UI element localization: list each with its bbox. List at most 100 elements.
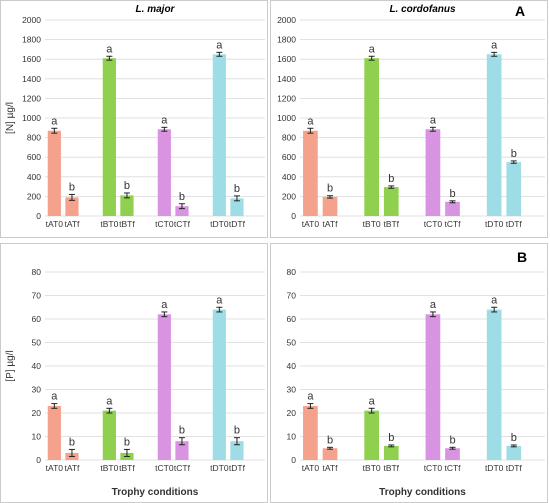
- bar-tAT0: [47, 130, 61, 216]
- significance-letter: b: [449, 434, 455, 446]
- y-tick-label: 1400: [22, 74, 41, 84]
- y-tick-label: 800: [27, 133, 41, 143]
- x-axis-label: Trophy conditions: [112, 487, 199, 498]
- y-tick-label: 1800: [277, 35, 296, 45]
- x-tick-label: tAT0: [302, 219, 320, 229]
- x-tick-label: tATf: [323, 463, 339, 473]
- y-tick-label: 20: [32, 408, 42, 418]
- bar-tCT0: [157, 314, 171, 460]
- x-tick-label: tATf: [64, 463, 80, 473]
- y-tick-label: 1400: [277, 74, 296, 84]
- bar-tBT0: [364, 410, 380, 460]
- bar-tDTf: [506, 162, 522, 216]
- y-tick-label: 30: [32, 385, 42, 395]
- x-tick-label: tATf: [323, 219, 339, 229]
- x-tick-label: tDTf: [506, 219, 523, 229]
- significance-letter: a: [51, 391, 58, 403]
- y-tick-label: 40: [287, 361, 297, 371]
- significance-letter: a: [369, 43, 376, 55]
- panel-frame: [270, 0, 548, 238]
- significance-letter: a: [369, 395, 376, 407]
- significance-letter: b: [327, 183, 333, 195]
- significance-letter: b: [69, 436, 75, 448]
- y-tick-label: 70: [32, 291, 42, 301]
- bar-tATf: [322, 448, 338, 460]
- significance-letter: b: [179, 191, 185, 203]
- x-tick-label: tBTf: [119, 463, 135, 473]
- y-tick-label: 1200: [277, 93, 296, 103]
- significance-letter: b: [69, 181, 75, 193]
- y-tick-label: 400: [27, 172, 41, 182]
- y-tick-label: 80: [287, 267, 297, 277]
- bar-tBTf: [383, 445, 399, 460]
- x-tick-label: tDT0: [485, 463, 504, 473]
- y-tick-label: 0: [36, 211, 41, 221]
- x-tick-label: tCTf: [174, 219, 191, 229]
- y-tick-label: 600: [282, 152, 296, 162]
- bar-tBT0: [364, 58, 380, 216]
- x-tick-label: tDTf: [506, 463, 523, 473]
- bar-tDTf: [506, 445, 522, 460]
- significance-letter: a: [307, 115, 314, 127]
- y-tick-label: 70: [287, 291, 297, 301]
- bar-tCT0: [425, 314, 441, 460]
- significance-letter: b: [124, 436, 130, 448]
- y-tick-label: 0: [291, 455, 296, 465]
- y-tick-label: 10: [32, 432, 42, 442]
- y-tick-label: 1600: [277, 54, 296, 64]
- x-tick-label: tBT0: [100, 219, 118, 229]
- x-tick-label: tCTf: [174, 463, 191, 473]
- x-tick-label: tBTf: [383, 463, 399, 473]
- significance-letter: b: [234, 425, 240, 437]
- significance-letter: b: [388, 432, 394, 444]
- bar-tBT0: [102, 410, 116, 460]
- y-tick-label: 2000: [22, 15, 41, 25]
- y-tick-label: 1200: [22, 93, 41, 103]
- chart-panel-2: 0 200 400 600 800 1000 1200 1400 1600 1800 2000 L. …: [270, 0, 548, 238]
- y-tick-label: 1800: [22, 35, 41, 45]
- chart-title: L. cordofanus: [389, 4, 456, 15]
- y-tick-label: 1000: [277, 113, 296, 123]
- x-tick-label: tATf: [64, 219, 80, 229]
- chart-panel-3: 0 10 20 30 40 50 60 70 80 [P] µg/l Trophy conditio…: [0, 243, 268, 503]
- significance-letter: a: [106, 43, 113, 55]
- x-axis-label: Trophy conditions: [379, 487, 466, 498]
- y-tick-label: 60: [32, 314, 42, 324]
- y-tick-label: 0: [291, 211, 296, 221]
- x-tick-label: tCT0: [155, 463, 174, 473]
- significance-letter: a: [307, 391, 314, 403]
- panel-frame: [0, 0, 268, 238]
- significance-letter: a: [430, 299, 437, 311]
- y-tick-label: 2000: [277, 15, 296, 25]
- significance-letter: b: [511, 432, 517, 444]
- x-tick-label: tCTf: [444, 463, 461, 473]
- x-tick-label: tAT0: [46, 219, 64, 229]
- y-tick-label: 600: [27, 152, 41, 162]
- significance-letter: a: [161, 299, 168, 311]
- significance-letter: a: [491, 39, 498, 51]
- bar-tCTf: [175, 206, 189, 216]
- significance-letter: a: [216, 39, 223, 51]
- significance-letter: b: [449, 188, 455, 200]
- y-tick-label: 10: [287, 432, 297, 442]
- x-tick-label: tCT0: [424, 463, 443, 473]
- bar-tCT0: [425, 129, 441, 216]
- x-tick-label: tBT0: [100, 463, 118, 473]
- bar-tCT0: [157, 129, 171, 216]
- x-tick-label: tDT0: [210, 219, 229, 229]
- chart-panel-4: 0 10 20 30 40 50 60 70 80 Trophy conditions a tAT0 b…: [270, 243, 548, 503]
- significance-letter: a: [491, 294, 498, 306]
- significance-letter: a: [216, 294, 223, 306]
- bar-tDT0: [212, 54, 226, 216]
- chart-panel-1: 0 200 400 600 800 1000 1200 1400 1600 1800 2000 L. …: [0, 0, 268, 238]
- x-tick-label: tDT0: [485, 219, 504, 229]
- bar-tDT0: [486, 309, 502, 460]
- significance-letter: b: [234, 183, 240, 195]
- significance-letter: b: [124, 180, 130, 192]
- x-tick-label: tBTf: [383, 219, 399, 229]
- bar-tBTf: [120, 195, 134, 216]
- bar-tATf: [65, 197, 79, 216]
- significance-letter: b: [511, 148, 517, 160]
- bar-tDTf: [230, 441, 244, 460]
